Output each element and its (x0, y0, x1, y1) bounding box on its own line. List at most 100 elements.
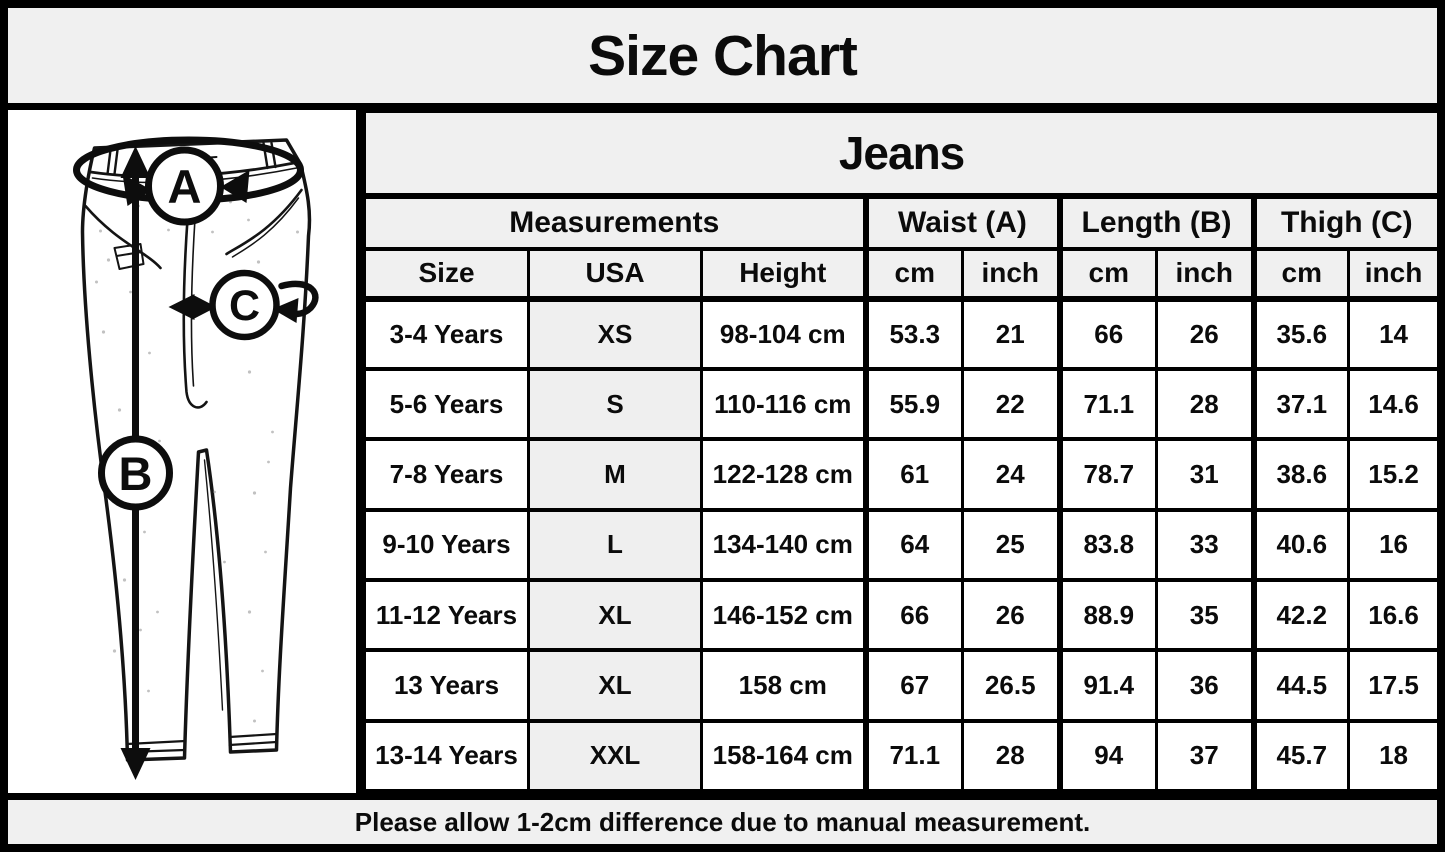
page-title: Size Chart (588, 23, 858, 88)
size-cell: 5-6 Years (363, 367, 530, 442)
value-cell: XL (527, 648, 703, 723)
column-header: inch (1346, 247, 1441, 302)
column-header: cm (1056, 247, 1158, 302)
value-cell: S (527, 367, 703, 442)
value-cell: 64 (862, 508, 964, 582)
value-cell: 28 (1155, 367, 1255, 442)
length-label-b: B (119, 447, 153, 500)
size-cell: 11-12 Years (363, 578, 530, 653)
column-header: Height (700, 247, 867, 302)
value-cell: XS (527, 296, 703, 371)
value-cell: 61 (862, 437, 964, 512)
value-cell: 35.6 (1250, 296, 1350, 371)
group-header-row: Measurements Waist (A) Length (B) Thigh (C) (363, 194, 1441, 251)
size-cell: 7-8 Years (363, 437, 530, 512)
value-cell: 15.2 (1346, 437, 1441, 512)
table-row: 13 Years XL 158 cm 67 26.5 91.4 36 44.5 17.5 (363, 648, 1441, 723)
group-header: Length (B) (1056, 194, 1255, 251)
table-title-row: Jeans (362, 110, 1441, 199)
length-measure-annotation: B (98, 146, 173, 780)
column-header: cm (1250, 247, 1350, 302)
value-cell: 42.2 (1250, 578, 1350, 653)
value-cell: XXL (527, 719, 703, 794)
size-cell: 13-14 Years (363, 719, 530, 794)
value-cell: 78.7 (1056, 437, 1158, 512)
thigh-label-c: C (229, 282, 260, 330)
table-row: 11-12 Years XL 146-152 cm 66 26 88.9 35 42.2 16.… (363, 578, 1441, 653)
value-cell: 98-104 cm (700, 296, 867, 371)
column-header: inch (1155, 247, 1255, 302)
table-title: Jeans (362, 110, 1441, 199)
value-cell: 134-140 cm (700, 508, 867, 582)
group-header: Thigh (C) (1250, 194, 1441, 251)
footnote-text: Please allow 1-2cm difference due to man… (354, 806, 1091, 837)
column-header-row: Size USA Height cm inch cm inch cm inch (363, 247, 1441, 302)
size-table: Jeans Measurements Waist (A) Length (B) Thi… (362, 110, 1441, 794)
value-cell: 22 (961, 367, 1061, 442)
value-cell: 25 (961, 508, 1061, 582)
value-cell: 53.3 (862, 296, 964, 371)
value-cell: 33 (1155, 508, 1255, 582)
waist-badge-circle (145, 146, 224, 226)
value-cell: 17.5 (1346, 648, 1441, 723)
value-cell: 26 (961, 578, 1061, 653)
value-cell: 14 (1346, 296, 1441, 371)
table-row: 5-6 Years S 110-116 cm 55.9 22 71.1 28 37.1 14.6 (363, 367, 1441, 442)
value-cell: 71.1 (862, 719, 964, 794)
size-table-body: 3-4 Years XS 98-104 cm 53.3 21 66 26 35.6 14 5-6 … (363, 296, 1441, 794)
value-cell: 66 (862, 578, 964, 653)
value-cell: 91.4 (1056, 648, 1158, 723)
group-header: Waist (A) (862, 194, 1061, 251)
value-cell: 37 (1155, 719, 1255, 794)
value-cell: 21 (961, 296, 1061, 371)
value-cell: 122-128 cm (700, 437, 867, 512)
value-cell: M (527, 437, 703, 512)
column-header: Size (363, 247, 530, 302)
column-header: USA (527, 247, 703, 302)
value-cell: 88.9 (1056, 578, 1158, 653)
title-bar: Size Chart (8, 8, 1437, 103)
value-cell: 146-152 cm (700, 578, 867, 653)
length-badge-circle (98, 435, 173, 511)
value-cell: 16 (1346, 508, 1441, 582)
waist-label-a: A (168, 160, 202, 213)
value-cell: 38.6 (1250, 437, 1350, 512)
value-cell: 18 (1346, 719, 1441, 794)
value-cell: 28 (961, 719, 1061, 794)
size-table-panel: Jeans Measurements Waist (A) Length (B) Thi… (362, 110, 1441, 794)
value-cell: L (527, 508, 703, 582)
footnote-bar: Please allow 1-2cm difference due to man… (8, 800, 1437, 844)
value-cell: 16.6 (1346, 578, 1441, 653)
value-cell: 66 (1056, 296, 1158, 371)
value-cell: 158-164 cm (700, 719, 867, 794)
value-cell: 24 (961, 437, 1061, 512)
value-cell: 67 (862, 648, 964, 723)
table-row: 13-14 Years XXL 158-164 cm 71.1 28 94 37 45.7 18 (363, 719, 1441, 794)
thigh-badge-circle (209, 269, 280, 341)
table-row: 3-4 Years XS 98-104 cm 53.3 21 66 26 35.6 14 (363, 296, 1441, 371)
jeans-sketch-svg: A B C (73, 136, 319, 780)
value-cell: 31 (1155, 437, 1255, 512)
value-cell: 55.9 (862, 367, 964, 442)
value-cell: 44.5 (1250, 648, 1350, 723)
value-cell: 37.1 (1250, 367, 1350, 442)
value-cell: 71.1 (1056, 367, 1158, 442)
column-header: cm (862, 247, 964, 302)
size-cell: 13 Years (363, 648, 530, 723)
column-header: inch (961, 247, 1061, 302)
value-cell: 110-116 cm (700, 367, 867, 442)
value-cell: 35 (1155, 578, 1255, 653)
value-cell: 14.6 (1346, 367, 1441, 442)
main-area: A B C (8, 110, 1441, 794)
value-cell: 83.8 (1056, 508, 1158, 582)
size-cell: 9-10 Years (363, 508, 530, 582)
table-row: 7-8 Years M 122-128 cm 61 24 78.7 31 38.6 15.2 (363, 437, 1441, 512)
thigh-measure-annotation: C (168, 269, 319, 341)
value-cell: 45.7 (1250, 719, 1350, 794)
value-cell: 26 (1155, 296, 1255, 371)
value-cell: 94 (1056, 719, 1158, 794)
value-cell: 36 (1155, 648, 1255, 723)
group-header: Measurements (363, 194, 867, 251)
table-row: 9-10 Years L 134-140 cm 64 25 83.8 33 40.6 16 (363, 508, 1441, 582)
